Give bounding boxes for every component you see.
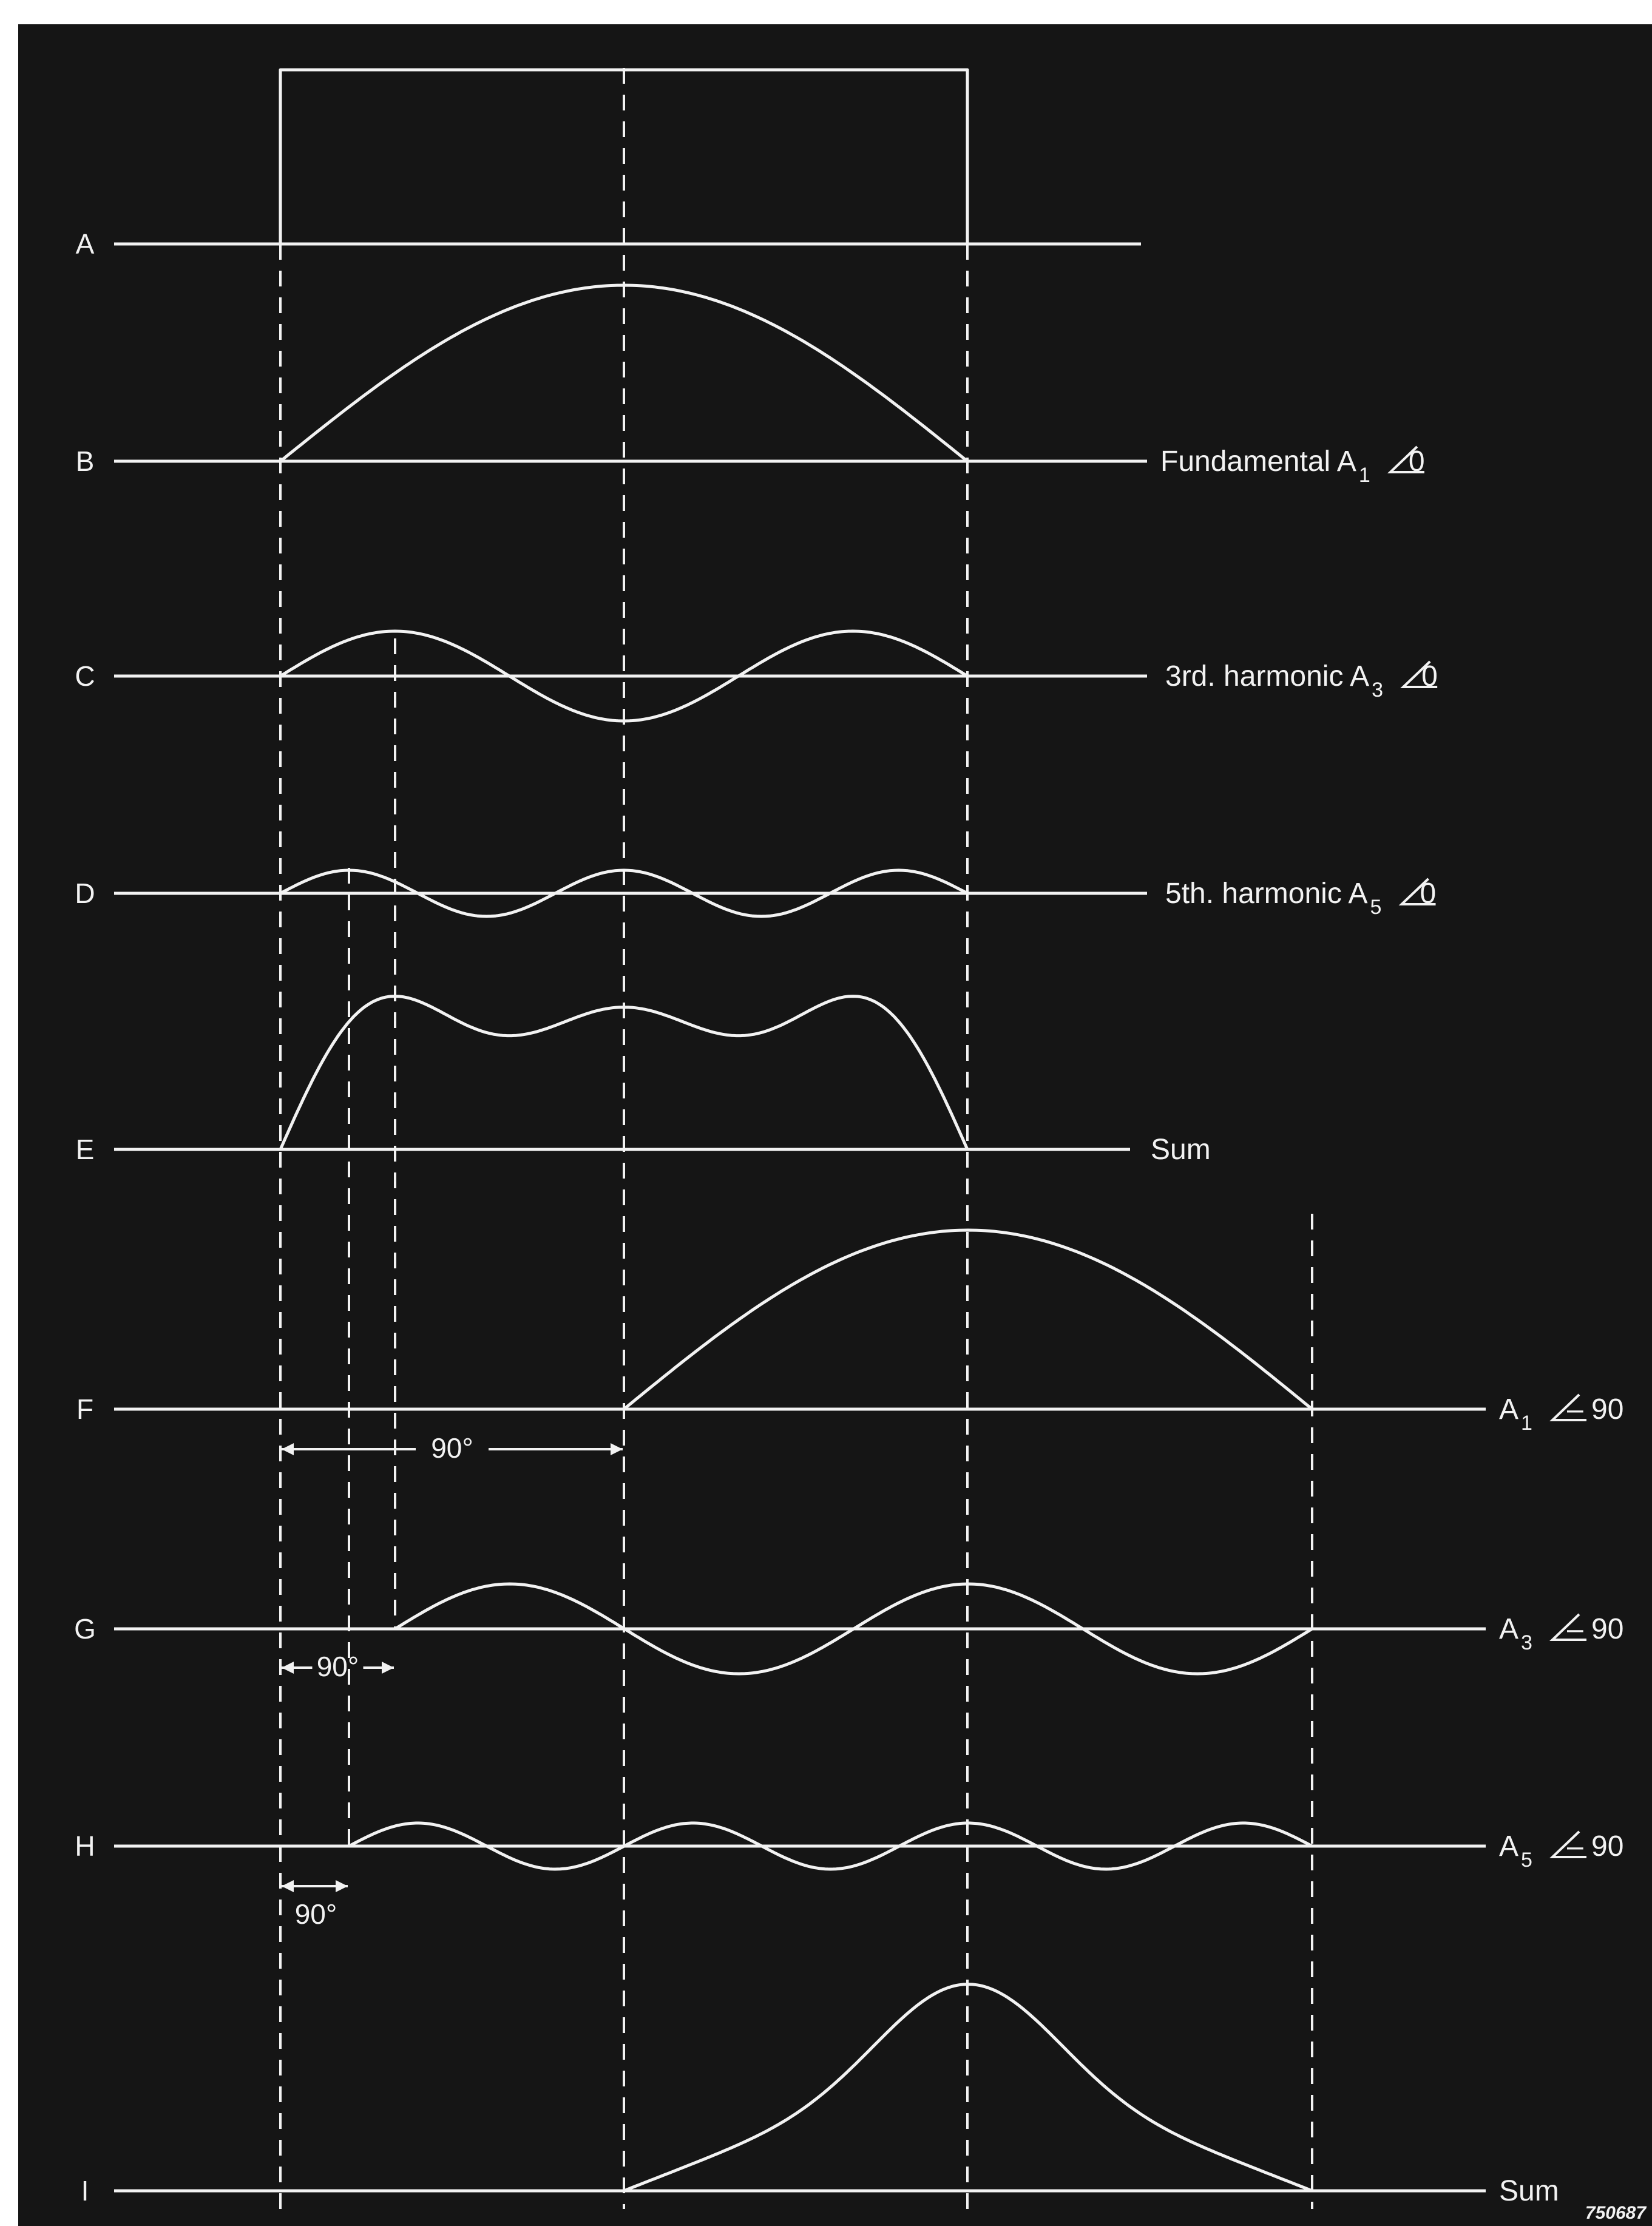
label-main: A: [1499, 1393, 1518, 1426]
angle-symbol: [1398, 878, 1436, 905]
wave-e-sum: [279, 995, 969, 1151]
wave-c-third-harmonic: [279, 629, 969, 723]
row-letter-f: F: [76, 1393, 93, 1425]
wave-a-pulse: [279, 68, 969, 244]
label-main: 3rd. harmonic A: [1165, 660, 1369, 692]
label-subscript: 5: [1370, 896, 1382, 919]
label-angle: 0: [1421, 660, 1438, 692]
row-label-e: Sum: [1151, 1134, 1211, 1166]
phase-marker-label: 90°: [317, 1651, 359, 1682]
label-angle: 0: [1409, 445, 1425, 478]
figure-number: 750687: [1585, 2203, 1647, 2223]
label-subscript: 3: [1372, 678, 1383, 702]
label-main: A: [1499, 1613, 1518, 1645]
angle-symbol: [1387, 445, 1424, 473]
label-main: Fundamental A: [1160, 445, 1356, 478]
wave-h-fifth-harmonic-shifted: [348, 1821, 1313, 1871]
angle-symbol: [1549, 1613, 1587, 1641]
label-angle: – 90: [1567, 1830, 1623, 1862]
dashed-guide-lines: [279, 68, 1313, 2209]
baselines: [114, 242, 1486, 2193]
phase-marker-fundamental: 90°: [282, 1432, 623, 1464]
row-letter-h: H: [75, 1830, 95, 1862]
waveforms: [279, 68, 1313, 2193]
wave-b-fundamental: [279, 283, 969, 462]
row-label-i: Sum: [1499, 2175, 1559, 2207]
label-subscript: 5: [1521, 1849, 1532, 1872]
row-letter-g: G: [74, 1613, 96, 1645]
row-label-g: A 3 – 90: [1499, 1613, 1623, 1654]
label-main: 5th. harmonic A: [1165, 878, 1368, 910]
row-letter-e: E: [76, 1134, 95, 1165]
phase-marker-third: 90°: [282, 1651, 394, 1682]
label-angle: – 90: [1567, 1393, 1623, 1426]
row-letter-a: A: [76, 228, 95, 260]
label-main: Sum: [1499, 2175, 1559, 2207]
row-letter-i: I: [81, 2175, 89, 2207]
row-letter-c: C: [75, 660, 95, 692]
wave-f-fundamental-shifted: [623, 1228, 1313, 1410]
label-angle: – 90: [1567, 1613, 1623, 1645]
row-letter-b: B: [76, 445, 95, 477]
phase-marker-label: 90°: [431, 1432, 473, 1464]
row-letter-d: D: [75, 878, 95, 909]
angle-symbol: [1549, 1830, 1587, 1858]
phase-marker-label: 90°: [295, 1898, 337, 1930]
label-subscript: 1: [1521, 1412, 1532, 1435]
label-subscript: 3: [1521, 1631, 1532, 1654]
angle-symbol: [1549, 1393, 1587, 1421]
label-angle: 0: [1420, 878, 1437, 910]
label-main: A: [1499, 1830, 1518, 1862]
wave-i-sum: [623, 1983, 1313, 2193]
row-label-f: A 1 – 90: [1499, 1393, 1623, 1435]
wave-g-third-harmonic-shifted: [394, 1582, 1313, 1676]
label-main: Sum: [1151, 1134, 1211, 1166]
angle-symbol: [1400, 660, 1438, 688]
row-label-h: A 5 – 90: [1499, 1830, 1623, 1872]
label-subscript: 1: [1359, 464, 1370, 487]
phase-shift-markers: 90° 90° 90°: [282, 1432, 623, 1930]
row-letters: A B C D E F G H I: [74, 228, 96, 2207]
wave-d-fifth-harmonic: [279, 868, 969, 918]
phase-marker-fifth: 90°: [282, 1880, 348, 1930]
